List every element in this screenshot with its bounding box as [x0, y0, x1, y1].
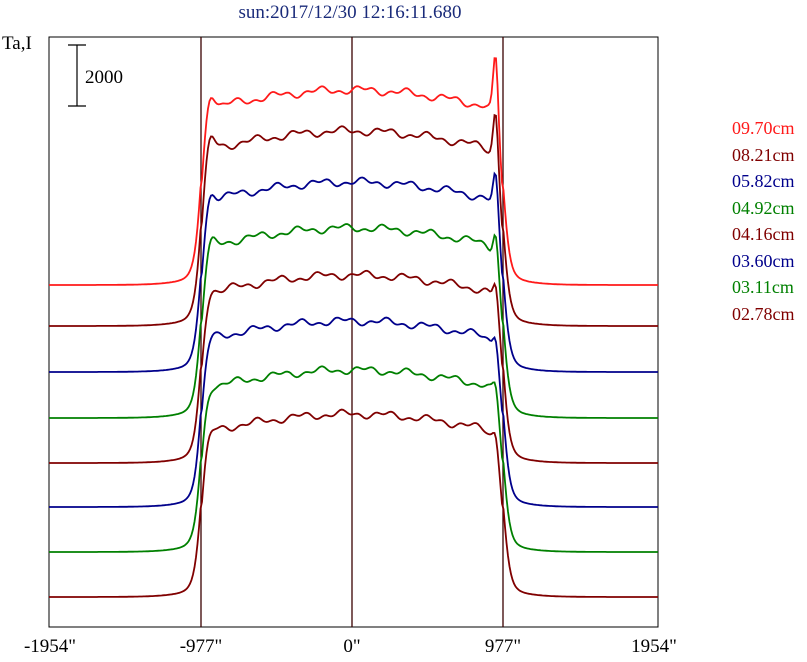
x-tick-label: 977"	[484, 636, 522, 657]
series-line-04.16cm	[49, 269, 658, 464]
legend-item: 03.60cm	[732, 250, 795, 271]
legend-item: 05.82cm	[732, 171, 795, 191]
x-tick-label: -1954"	[23, 636, 77, 657]
vertical-reference-lines	[200, 37, 504, 627]
legend-item: 08.21cm	[732, 144, 795, 165]
x-tick-label: -977"	[179, 636, 223, 657]
x-tick-label: 1954"	[631, 636, 677, 657]
series-line-03.60cm	[49, 316, 658, 508]
legend-item: 02.78cm	[732, 303, 795, 324]
series-lines	[49, 57, 658, 598]
series-line-03.11cm	[49, 365, 658, 553]
series-line-09.70cm	[49, 57, 658, 286]
series-line-08.21cm	[49, 113, 658, 327]
legend-item: 09.70cm	[732, 118, 795, 138]
scale-bar: 2000	[68, 44, 123, 107]
y-axis-label: Ta,I	[2, 33, 32, 54]
legend-item: 04.16cm	[732, 224, 795, 244]
scale-bar-label: 2000	[85, 67, 123, 88]
legend-item: 04.92cm	[732, 197, 795, 218]
x-tick-label: 0"	[343, 636, 361, 657]
legend-item: 03.11cm	[732, 277, 794, 297]
series-line-05.82cm	[49, 171, 658, 373]
plot-frame	[48, 36, 659, 628]
series-line-04.92cm	[49, 223, 658, 419]
chart-title: sun:2017/12/30 12:16:11.680	[238, 2, 462, 23]
series-line-02.78cm	[49, 408, 658, 598]
